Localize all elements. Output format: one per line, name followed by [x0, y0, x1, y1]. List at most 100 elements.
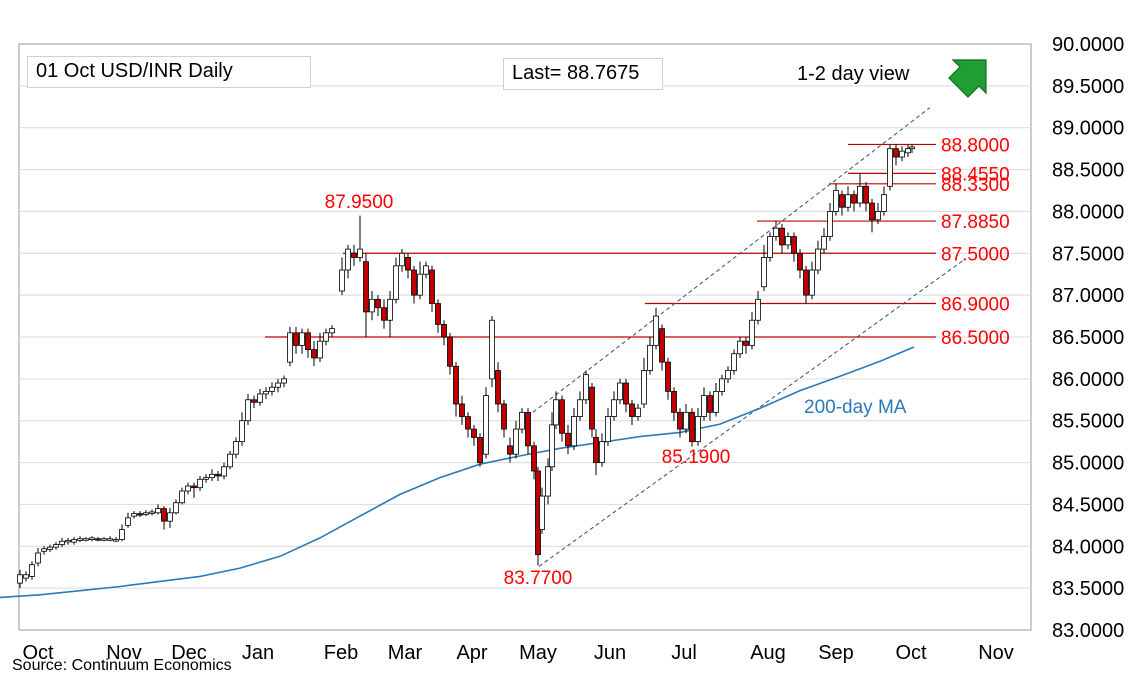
y-tick-label: 89.0000	[1052, 118, 1124, 140]
candle	[589, 383, 595, 438]
candle-body	[329, 328, 335, 334]
chart-title-text: 01 Oct USD/INR Daily	[36, 60, 233, 82]
candle	[375, 295, 381, 317]
candle-body	[731, 353, 737, 371]
y-axis: 90.0000 89.5000 89.0000 88.5000 88.0000 87.50…	[1052, 34, 1124, 642]
candle	[583, 370, 589, 404]
candle	[351, 244, 357, 266]
x-tick-label: Sep	[818, 642, 854, 664]
candle	[629, 399, 635, 425]
candle-body	[173, 502, 179, 514]
candle	[909, 144, 915, 153]
y-tick-label: 88.5000	[1052, 160, 1124, 182]
candle	[459, 395, 465, 425]
candle-body	[357, 248, 363, 258]
candle	[257, 388, 263, 406]
candle-body	[641, 370, 647, 405]
candle-body	[797, 252, 803, 271]
candle	[779, 223, 785, 254]
candle	[281, 375, 287, 388]
candle	[477, 433, 483, 467]
candle	[553, 391, 559, 430]
candle-body	[119, 529, 125, 540]
candle	[95, 537, 101, 542]
candle	[251, 395, 257, 409]
candle-body	[299, 332, 305, 346]
candle	[53, 542, 59, 550]
candle	[797, 249, 803, 279]
candle	[143, 510, 149, 517]
candle-body	[695, 416, 701, 443]
candle-body	[779, 227, 785, 246]
candle-body	[791, 236, 797, 254]
candle-body	[821, 236, 827, 250]
candle-body	[599, 441, 605, 463]
candle	[329, 325, 335, 337]
candle-body	[617, 382, 623, 401]
candle	[743, 337, 749, 354]
candle	[653, 307, 659, 350]
candle-body	[881, 194, 887, 212]
candle	[263, 387, 269, 399]
candle-body	[345, 248, 351, 271]
candle	[369, 290, 375, 321]
y-tick-label: 88.0000	[1052, 201, 1124, 223]
candle-body	[29, 564, 35, 577]
candle	[725, 366, 731, 384]
level-label: 88.4550	[941, 164, 1010, 185]
arrow-up-right-icon	[948, 59, 987, 98]
candle	[593, 429, 599, 476]
candle-body	[773, 227, 779, 237]
x-tick-label: Apr	[456, 642, 487, 664]
candle-body	[707, 395, 713, 413]
candle-body	[429, 269, 435, 304]
candle	[269, 382, 275, 396]
candle-body	[269, 386, 275, 392]
candle	[411, 265, 417, 304]
trend-channel	[521, 107, 966, 567]
candle-body	[659, 328, 665, 363]
candle-body	[369, 298, 375, 313]
candle-body	[549, 424, 555, 468]
candle	[239, 412, 245, 446]
channel-lower-line	[538, 258, 966, 567]
candle-body	[553, 399, 559, 426]
candle-body	[851, 194, 857, 204]
candle	[173, 499, 179, 515]
point-label: 83.7700	[504, 568, 573, 589]
y-tick-label: 86.0000	[1052, 369, 1124, 391]
candle-body	[577, 399, 583, 417]
x-tick-label: Dec	[171, 642, 207, 664]
source-note: Source: Continuum Economics	[12, 657, 232, 674]
candle-body	[713, 391, 719, 413]
candle-body	[245, 399, 251, 422]
candle-body	[209, 473, 215, 479]
candle	[101, 537, 107, 542]
candle-body	[65, 540, 71, 543]
candle-body	[629, 403, 635, 417]
y-tick-label: 85.0000	[1052, 453, 1124, 475]
ma-line	[0, 346, 915, 599]
candle	[677, 408, 683, 438]
candle-body	[143, 512, 149, 515]
candle-body	[887, 148, 893, 187]
candle	[707, 391, 713, 421]
candle	[495, 362, 501, 413]
candle	[827, 203, 833, 241]
candle	[317, 332, 323, 363]
candle	[525, 408, 531, 455]
candle	[209, 469, 215, 481]
candle	[393, 257, 399, 304]
candle-body	[755, 298, 761, 321]
chart-title: 01 Oct USD/INR Daily	[27, 56, 311, 88]
candle	[565, 424, 571, 455]
y-tick-label: 86.5000	[1052, 327, 1124, 349]
candle-body	[665, 361, 671, 392]
candle	[501, 399, 507, 438]
candle	[89, 536, 95, 542]
candle-body	[107, 538, 113, 541]
candle-body	[875, 211, 881, 221]
candle-body	[83, 538, 89, 541]
candle	[131, 511, 137, 519]
view-label: 1-2 day view	[797, 63, 910, 85]
